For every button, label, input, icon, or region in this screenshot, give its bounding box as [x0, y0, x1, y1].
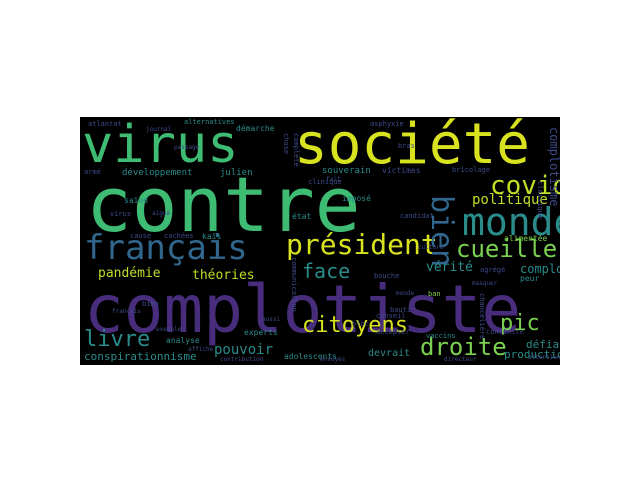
word-bloc: bloc	[352, 320, 369, 328]
word-complot: complot	[520, 262, 560, 276]
word-monde: monde	[462, 200, 560, 244]
word-conseil: conseil	[376, 312, 406, 320]
word-exemple: exemple	[156, 326, 182, 333]
word-monde-small: monde	[396, 290, 415, 297]
word-attention: attention	[528, 354, 560, 361]
word-cueille: cueille	[456, 235, 558, 263]
word-bouche: bouche	[374, 272, 400, 280]
word-envoyes: envoyés	[320, 356, 346, 363]
word-politique: politique	[472, 192, 548, 208]
word-livre: livre	[84, 327, 151, 352]
word-production: production	[504, 348, 560, 361]
word-conspirationnisme: conspirationnisme	[84, 350, 197, 363]
word-clinique: clinique	[308, 178, 342, 186]
word-affiche: affiche	[188, 346, 214, 353]
word-chose: chose	[282, 133, 290, 155]
word-pandemie: pandémie	[98, 266, 161, 281]
word-cachees: cachées	[164, 232, 194, 240]
word-bras: bras	[398, 142, 415, 150]
word-devrait: devrait	[368, 348, 411, 359]
word-directeur: directeur	[444, 356, 477, 363]
word-candidat: candidat	[400, 212, 434, 220]
word-bricolage: bricolage	[452, 166, 490, 174]
word-droite: droite	[420, 333, 507, 361]
word-experts: experts	[244, 328, 278, 337]
word-fait: fait	[326, 176, 341, 183]
word-contribution: contribution	[220, 356, 264, 363]
word-souverain: souverain	[322, 166, 371, 176]
word-atlantat: atlantat	[88, 120, 122, 128]
word-verite: vérité	[426, 260, 473, 275]
word-developpement: développement	[122, 168, 193, 178]
word-alternatives: alternatives	[184, 118, 235, 126]
word-citoyens: citoyens	[302, 313, 408, 338]
word-concentre: concentre	[486, 328, 524, 336]
word-masquer: masquer	[472, 280, 498, 287]
word-arme: armé	[84, 168, 101, 176]
word-francais-small: francais	[112, 308, 141, 315]
word-victimes: victimes	[382, 166, 421, 175]
word-pouvoir: pouvoir	[214, 342, 274, 358]
word-communication: communication	[290, 257, 298, 312]
word-covid: covid	[490, 171, 560, 201]
word-defiance: défiance	[526, 338, 560, 351]
word-saied: saïed	[124, 196, 149, 205]
word-journal: journal	[146, 126, 172, 133]
word-contre: contre	[86, 160, 361, 249]
word-culture: culture	[418, 244, 444, 251]
word-ban: ban	[428, 290, 441, 298]
word-bauti: bauti	[390, 306, 412, 314]
word-agrege: agrégé	[480, 266, 506, 274]
word-complotisme: complotisme	[547, 127, 560, 207]
word-theories: théories	[192, 268, 255, 283]
word-aigue: aiguë	[152, 210, 171, 217]
word-alimentee: alimentée	[504, 234, 548, 243]
word-adolescents: adolescents	[284, 352, 337, 361]
word-chanceliere: chancelière	[478, 293, 486, 340]
word-accepter: accepter	[376, 328, 410, 336]
word-complete: complète	[292, 133, 300, 167]
word-bien-large: bien	[424, 195, 459, 268]
word-aussi: aussi	[262, 316, 281, 323]
word-cloud: virus société contre complotiste monde f…	[80, 117, 560, 365]
word-kais: kaïs	[202, 232, 222, 241]
word-cause: cause	[130, 232, 152, 240]
word-complotiste: complotiste	[84, 271, 522, 348]
word-impose: imposé	[342, 194, 371, 203]
word-julien: julien	[220, 168, 253, 178]
word-passage: passage	[174, 144, 200, 151]
word-virus-small: virus	[110, 210, 132, 218]
word-classique: classique	[536, 181, 544, 219]
word-societe: société	[294, 117, 531, 177]
word-president: président	[286, 228, 438, 261]
word-bien-small: bien	[142, 300, 159, 308]
word-virus: virus	[82, 117, 239, 175]
word-demarche: démarche	[236, 124, 275, 133]
word-face: face	[302, 259, 351, 283]
word-vaccins: vaccins	[426, 332, 456, 340]
word-etat: état	[292, 212, 312, 221]
word-peur: peur	[520, 274, 540, 283]
word-pic: pic	[500, 311, 540, 336]
word-asphyxie: asphyxie	[370, 120, 404, 128]
word-analyse: analyse	[166, 336, 200, 345]
word-francais: français	[84, 228, 248, 268]
